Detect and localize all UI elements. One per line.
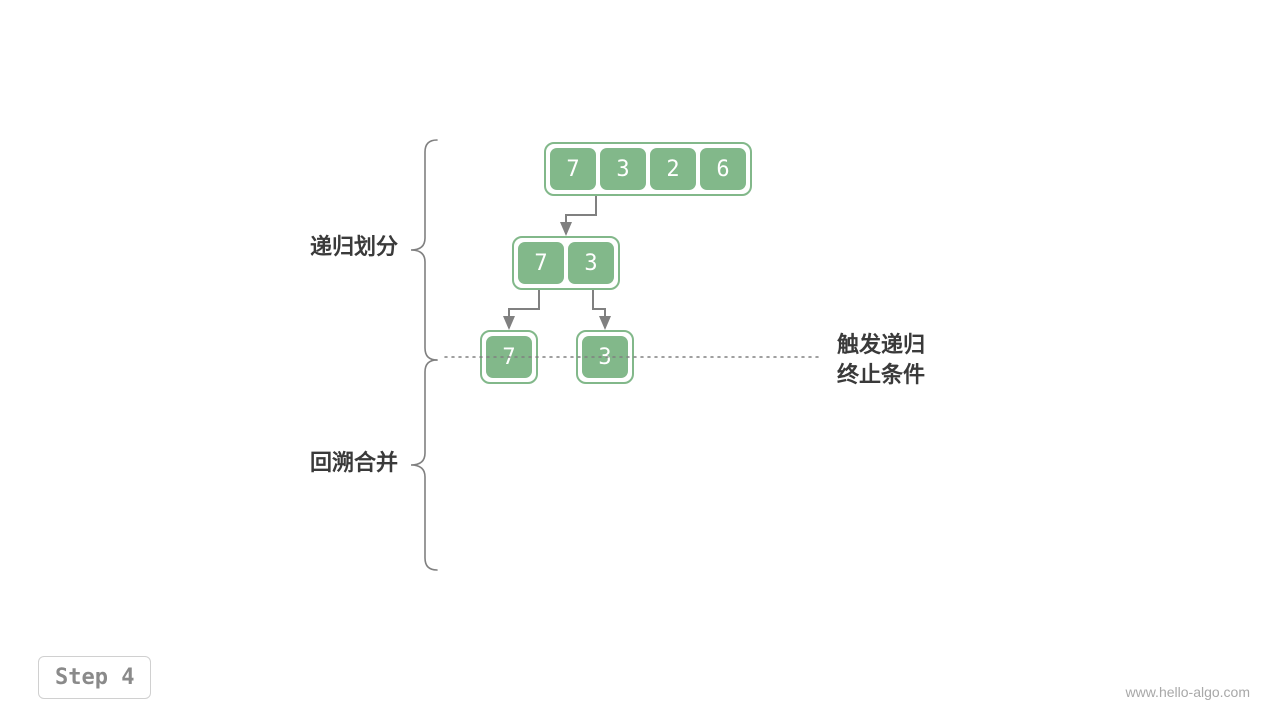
array-cell: 7 xyxy=(486,336,532,378)
array-cell: 3 xyxy=(582,336,628,378)
array-cell: 7 xyxy=(550,148,596,190)
array-cell: 6 xyxy=(700,148,746,190)
array-cell: 7 xyxy=(518,242,564,284)
array-level-0: 7326 xyxy=(544,142,752,196)
label-trigger-base-case: 触发递归 终止条件 xyxy=(837,330,925,389)
array-leaf-left: 7 xyxy=(480,330,538,384)
step-badge-label: Step 4 xyxy=(55,665,134,690)
watermark: www.hello-algo.com xyxy=(1126,684,1251,700)
connector-overlay xyxy=(0,0,1280,720)
step-badge: Step 4 xyxy=(38,656,151,699)
array-cell: 3 xyxy=(600,148,646,190)
diagram-stage: Step 4 www.hello-algo.com 递归划分 回溯合并 触发递归… xyxy=(0,0,1280,720)
array-level-1: 73 xyxy=(512,236,620,290)
array-cell: 2 xyxy=(650,148,696,190)
label-backtrack-merge: 回溯合并 xyxy=(310,448,398,478)
label-recursive-divide: 递归划分 xyxy=(310,232,398,262)
array-cell: 3 xyxy=(568,242,614,284)
array-leaf-right: 3 xyxy=(576,330,634,384)
